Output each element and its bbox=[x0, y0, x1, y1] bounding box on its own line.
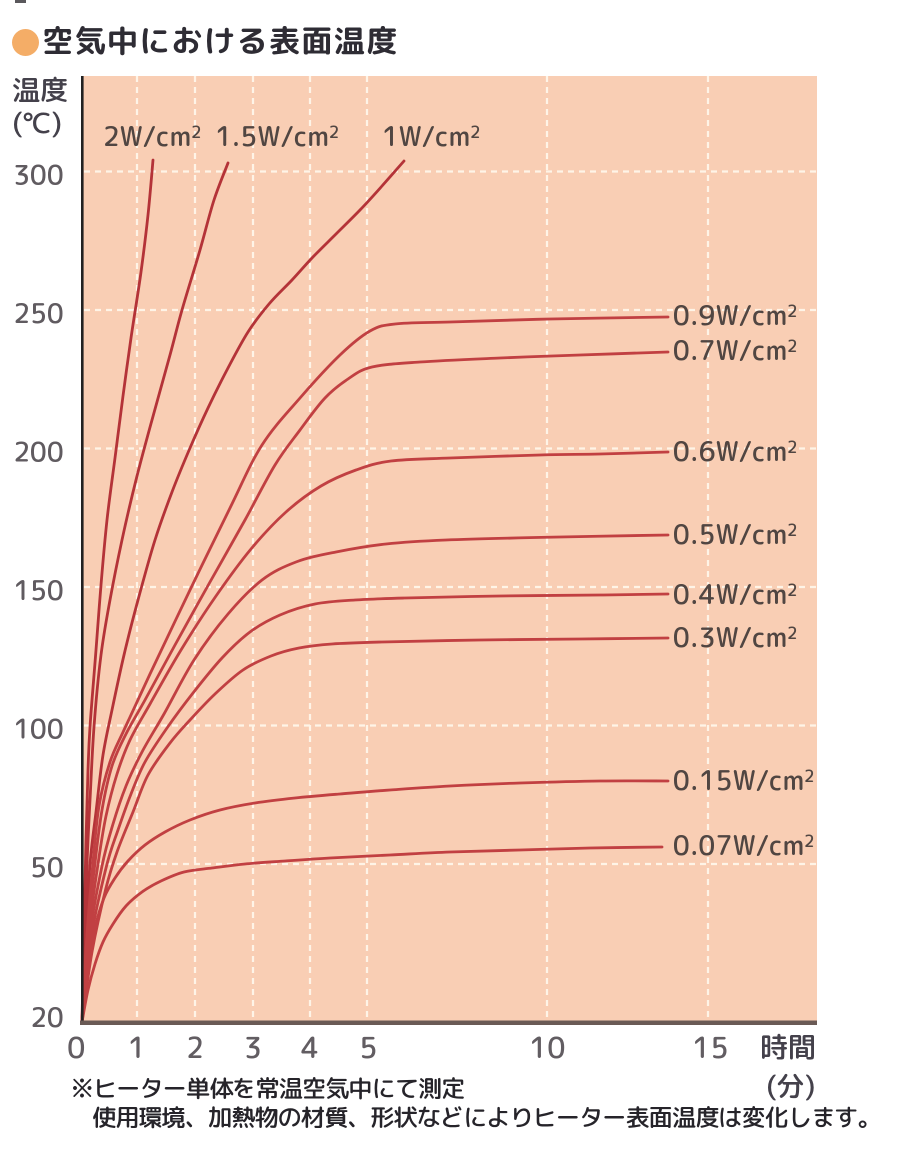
svg-text:250: 250 bbox=[13, 294, 64, 332]
svg-text:300: 300 bbox=[13, 156, 64, 194]
svg-text:0.5W/cm2: 0.5W/cm2 bbox=[673, 515, 797, 553]
svg-text:150: 150 bbox=[13, 571, 64, 609]
svg-text:15: 15 bbox=[692, 1028, 729, 1068]
svg-text:0.07W/cm2: 0.07W/cm2 bbox=[673, 826, 814, 864]
svg-text:0.7W/cm2: 0.7W/cm2 bbox=[673, 331, 797, 369]
svg-text:温度: 温度 bbox=[12, 70, 68, 109]
svg-text:0.3W/cm2: 0.3W/cm2 bbox=[673, 618, 797, 656]
svg-text:1W/cm2: 1W/cm2 bbox=[382, 117, 481, 155]
svg-text:2W/cm2: 2W/cm2 bbox=[103, 117, 202, 155]
svg-text:10: 10 bbox=[529, 1028, 566, 1068]
svg-text:2: 2 bbox=[186, 1028, 204, 1068]
svg-text:3: 3 bbox=[244, 1028, 262, 1068]
svg-text:0.9W/cm2: 0.9W/cm2 bbox=[673, 296, 797, 334]
svg-text:(分): (分) bbox=[766, 1066, 815, 1105]
svg-text:5: 5 bbox=[359, 1028, 377, 1068]
svg-text:0.15W/cm2: 0.15W/cm2 bbox=[673, 761, 814, 799]
svg-text:0: 0 bbox=[67, 1028, 85, 1068]
svg-text:時間: 時間 bbox=[760, 1027, 816, 1066]
svg-text:(℃): (℃) bbox=[12, 103, 62, 142]
svg-text:0.6W/cm2: 0.6W/cm2 bbox=[673, 432, 797, 470]
svg-text:1: 1 bbox=[127, 1028, 145, 1068]
svg-text:100: 100 bbox=[13, 710, 64, 748]
svg-text:4: 4 bbox=[301, 1028, 319, 1068]
svg-text:20: 20 bbox=[30, 998, 64, 1036]
svg-text:200: 200 bbox=[13, 433, 64, 471]
svg-text:1.5W/cm2: 1.5W/cm2 bbox=[215, 117, 339, 155]
svg-text:50: 50 bbox=[30, 848, 64, 886]
svg-text:0.4W/cm2: 0.4W/cm2 bbox=[673, 575, 797, 613]
